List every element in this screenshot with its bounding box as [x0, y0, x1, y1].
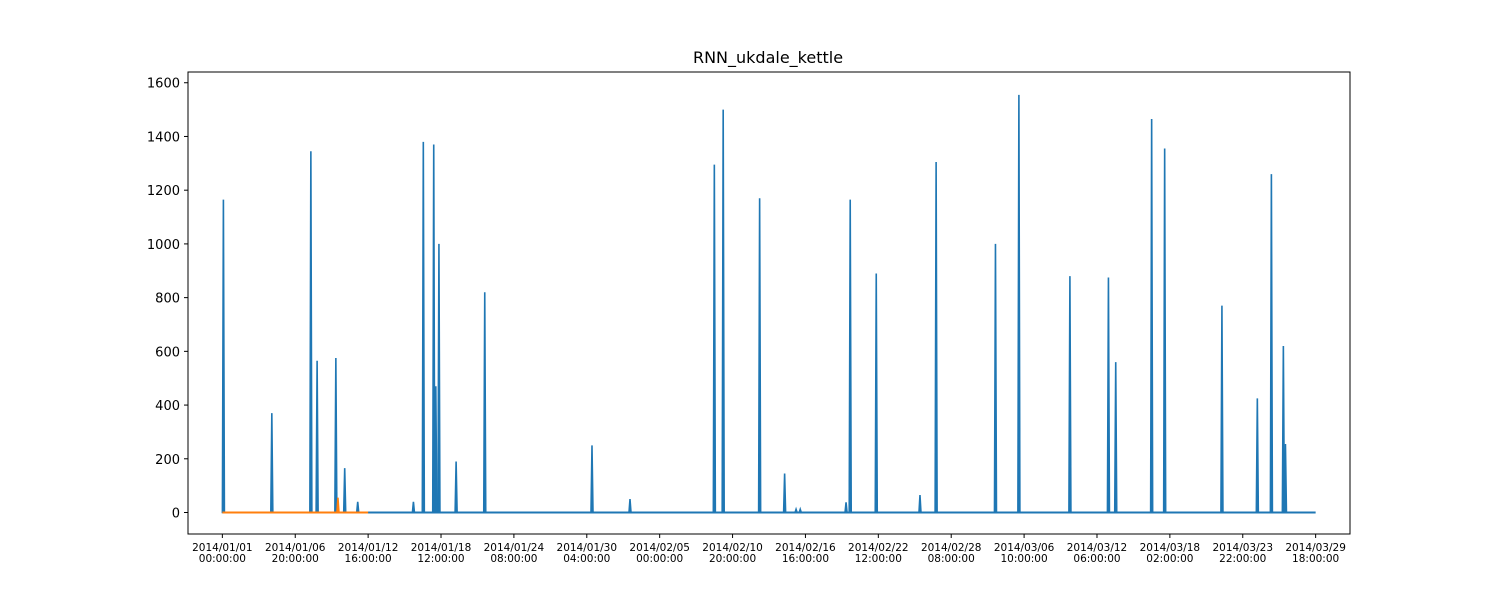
y-tick-label: 200: [155, 453, 180, 468]
x-tick-label: 2014/01/18: [411, 542, 472, 554]
x-tick-label: 22:00:00: [1219, 553, 1266, 565]
x-tick-label: 10:00:00: [1001, 553, 1048, 565]
data-spike: [628, 499, 632, 514]
data-spike: [334, 358, 338, 514]
data-spike: [336, 497, 340, 514]
x-tick-label: 12:00:00: [417, 553, 464, 565]
data-spike: [874, 273, 879, 514]
x-tick-label: 2014/02/22: [848, 542, 909, 554]
x-tick-label: 04:00:00: [563, 553, 610, 565]
y-tick-label: 1000: [147, 238, 180, 253]
x-tick-label: 2014/02/28: [921, 542, 982, 554]
data-spike: [437, 243, 441, 514]
data-spike: [993, 243, 998, 514]
data-spike: [1068, 276, 1072, 514]
y-axis: 0 200 400 600 800 1000 1200 1400 1600: [147, 77, 188, 522]
data-spike: [1269, 174, 1274, 514]
x-tick-label: 02:00:00: [1146, 553, 1193, 565]
data-spike: [482, 292, 487, 514]
data-spike: [1149, 119, 1154, 514]
x-tick-label: 06:00:00: [1073, 553, 1120, 565]
data-spike: [793, 506, 799, 514]
data-spike: [270, 413, 274, 514]
data-spike: [309, 151, 313, 514]
data-spike: [355, 501, 360, 514]
x-tick-label: 2014/01/24: [484, 542, 545, 554]
series-1: [221, 94, 1316, 514]
x-tick-label: 00:00:00: [199, 553, 246, 565]
data-spike: [782, 473, 787, 514]
y-tick-label: 400: [155, 399, 180, 414]
x-tick-label: 08:00:00: [928, 553, 975, 565]
x-tick-label: 2014/01/12: [338, 542, 399, 554]
x-tick-label: 2014/02/05: [629, 542, 690, 554]
series-layer: [221, 94, 1316, 514]
y-tick-label: 0: [172, 507, 180, 522]
plot-frame: [187, 71, 1351, 535]
y-tick-label: 600: [155, 345, 180, 360]
x-tick-label: 2014/02/10: [702, 542, 763, 554]
y-tick-label: 1200: [147, 184, 180, 199]
x-tick-label: 2014/03/23: [1212, 542, 1273, 554]
data-spike: [590, 445, 594, 514]
data-spike: [421, 141, 426, 514]
x-tick-label: 12:00:00: [855, 553, 902, 565]
x-tick-label: 20:00:00: [709, 553, 756, 565]
data-spike: [918, 495, 922, 514]
x-tick-label: 16:00:00: [782, 553, 829, 565]
y-tick-label: 800: [155, 292, 180, 307]
data-spike: [221, 199, 226, 514]
data-spike: [848, 199, 853, 514]
data-spike: [721, 109, 725, 514]
data-spike: [844, 502, 848, 514]
series-2: [222, 497, 369, 514]
x-tick-label: 2014/03/29: [1285, 542, 1346, 554]
data-spike: [434, 386, 438, 514]
x-tick-label: 20:00:00: [272, 553, 319, 565]
data-spike: [431, 144, 436, 514]
data-spike: [1283, 444, 1288, 514]
x-tick-label: 18:00:00: [1292, 553, 1339, 565]
y-tick-label: 1600: [147, 77, 180, 92]
data-spike: [315, 360, 319, 514]
data-spike: [411, 501, 416, 514]
x-tick-label: 2014/03/06: [994, 542, 1055, 554]
data-spike: [342, 468, 347, 514]
x-tick-label: 2014/02/16: [775, 542, 836, 554]
chart-title: RNN_ukdale_kettle: [693, 48, 843, 68]
data-spike: [454, 461, 458, 514]
x-tick-label: 08:00:00: [490, 553, 537, 565]
x-axis: 2014/01/0100:00:002014/01/0620:00:002014…: [192, 534, 1346, 565]
data-spike: [712, 164, 717, 514]
x-tick-label: 2014/03/12: [1067, 542, 1128, 554]
data-spike: [757, 198, 762, 514]
x-tick-label: 2014/03/18: [1140, 542, 1201, 554]
data-spike: [934, 161, 938, 514]
x-tick-label: 2014/01/30: [557, 542, 618, 554]
x-tick-label: 16:00:00: [345, 553, 392, 565]
y-tick-label: 1400: [147, 130, 180, 145]
data-spike: [1113, 362, 1118, 514]
data-spike: [1220, 305, 1224, 514]
x-tick-label: 00:00:00: [636, 553, 683, 565]
data-spike: [1106, 277, 1111, 514]
x-tick-label: 2014/01/01: [192, 542, 253, 554]
data-spike: [1162, 148, 1167, 514]
data-spike: [1281, 345, 1286, 514]
x-tick-label: 2014/01/06: [265, 542, 326, 554]
data-spike: [1017, 94, 1021, 514]
data-spike: [1255, 398, 1260, 514]
data-spike: [798, 506, 803, 514]
